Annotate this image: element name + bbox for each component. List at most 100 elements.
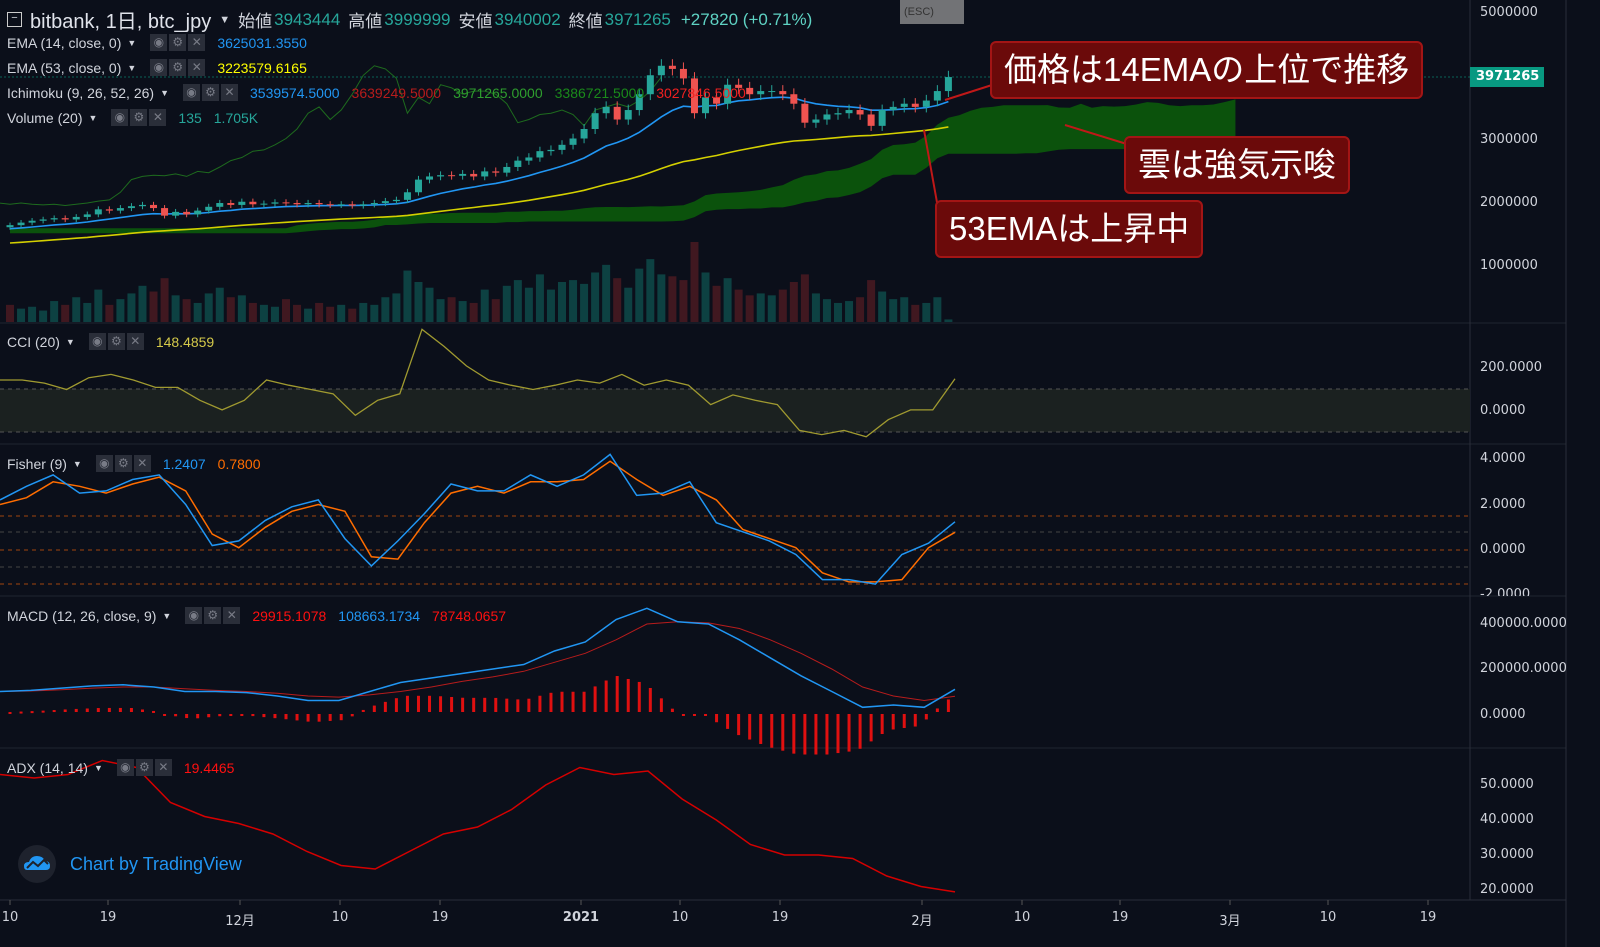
macd-histogram-bar xyxy=(626,678,630,712)
candle-body xyxy=(635,94,643,111)
time-tick-label: 3月 xyxy=(1219,914,1241,929)
macd-histogram-bar xyxy=(8,712,12,714)
legend-fisher[interactable]: Fisher (9) ▼ ◉ ⚙ ✕ 1.2407 0.7800 xyxy=(7,455,260,472)
eye-icon[interactable]: ◉ xyxy=(95,455,113,472)
volume-bar xyxy=(513,280,522,322)
gear-icon[interactable]: ⚙ xyxy=(130,109,148,126)
close-icon[interactable]: ✕ xyxy=(154,759,172,776)
eye-icon[interactable]: ◉ xyxy=(150,59,168,76)
close-icon[interactable]: ✕ xyxy=(126,333,144,350)
chevron-down-icon[interactable]: ▼ xyxy=(162,610,172,621)
time-tick-label: 10 xyxy=(331,910,349,925)
gear-icon[interactable]: ⚙ xyxy=(169,59,187,76)
gear-icon[interactable]: ⚙ xyxy=(202,84,219,101)
close-icon[interactable]: ✕ xyxy=(149,109,167,126)
legend-value: 78748.0657 xyxy=(432,607,507,624)
eye-icon[interactable]: ◉ xyxy=(116,759,134,776)
gear-icon[interactable]: ⚙ xyxy=(204,607,222,624)
volume-bar xyxy=(359,302,368,322)
tradingview-branding[interactable]: Chart by TradingView xyxy=(18,845,242,883)
eye-icon[interactable]: ◉ xyxy=(185,607,203,624)
close-icon[interactable]: ✕ xyxy=(188,59,206,76)
chevron-down-icon[interactable]: ▼ xyxy=(65,336,75,347)
adx-tick: 40.0000 xyxy=(1480,812,1534,827)
chevron-down-icon[interactable]: ▼ xyxy=(127,37,137,48)
candlesticks xyxy=(6,59,952,230)
eye-icon[interactable]: ◉ xyxy=(150,34,168,51)
time-tick-label: 12月 xyxy=(225,914,255,929)
volume-bar xyxy=(370,304,379,322)
macd-histogram-bar xyxy=(560,691,564,712)
candle-body xyxy=(889,106,897,111)
legend-macd[interactable]: MACD (12, 26, close, 9) ▼ ◉ ⚙ ✕ 29915.1078 108… xyxy=(7,607,506,624)
candle-body xyxy=(812,119,820,123)
macd-histogram-bar xyxy=(891,714,895,730)
indicator-lines xyxy=(0,328,956,893)
close-icon[interactable]: ✕ xyxy=(133,455,151,472)
candle-body xyxy=(392,199,400,202)
volume-bar xyxy=(712,285,721,322)
legend-ema53[interactable]: EMA (53, close, 0) ▼ ◉ ⚙ ✕ 3223579.6165 xyxy=(7,59,307,76)
symbol-name[interactable]: bitbank, 1日, btc_jpy xyxy=(30,11,212,33)
legend-adx[interactable]: ADX (14, 14) ▼ ◉ ⚙ ✕ 19.4465 xyxy=(7,759,234,776)
volume-bar xyxy=(480,289,489,322)
close-icon[interactable]: ✕ xyxy=(223,607,241,624)
chevron-down-icon[interactable]: ▼ xyxy=(127,62,137,73)
volume-bar xyxy=(392,293,401,322)
macd-histogram-bar xyxy=(174,714,178,717)
eye-icon[interactable]: ◉ xyxy=(88,333,106,350)
macd-histogram-bar xyxy=(472,697,476,712)
legend-ema14[interactable]: EMA (14, close, 0) ▼ ◉ ⚙ ✕ 3625031.3550 xyxy=(7,34,307,51)
legend-volume[interactable]: Volume (20) ▼ ◉ ⚙ ✕ 135 1.705K xyxy=(7,109,258,126)
macd-histogram-bar xyxy=(692,714,696,716)
candle-body xyxy=(757,91,765,95)
candle-body xyxy=(679,68,687,79)
macd-histogram-bar xyxy=(538,695,542,712)
candle-body xyxy=(127,206,135,209)
macd-histogram-bar xyxy=(615,676,619,712)
candle-body xyxy=(437,175,445,177)
candle-body xyxy=(503,166,511,173)
cci-line xyxy=(0,328,956,438)
time-tick-label: 10 xyxy=(1319,910,1337,925)
macd-histogram-bar xyxy=(207,714,211,718)
volume-bar xyxy=(215,287,224,322)
gear-icon[interactable]: ⚙ xyxy=(135,759,153,776)
legend-ichimoku[interactable]: Ichimoku (9, 26, 52, 26) ▼ ◉ ⚙ ✕ 3539574.500… xyxy=(7,84,746,101)
cci-band xyxy=(0,388,1470,433)
macd-histogram-bar xyxy=(394,698,398,712)
annotation-ema53-rising[interactable]: 53EMAは上昇中 xyxy=(935,200,1204,258)
chevron-down-icon[interactable]: ▼ xyxy=(72,458,82,469)
legend-cci[interactable]: CCI (20) ▼ ◉ ⚙ ✕ 148.4859 xyxy=(7,333,214,350)
time-tick-label: 19 xyxy=(1419,910,1437,925)
annotation-cloud-bullish[interactable]: 雲は強気示唆 xyxy=(1124,136,1350,194)
adx-tick: 30.0000 xyxy=(1480,847,1534,862)
volume-bar xyxy=(856,297,865,322)
eye-icon[interactable]: ◉ xyxy=(183,84,200,101)
candle-body xyxy=(657,65,665,76)
time-tick-label: 2月 xyxy=(911,914,933,929)
chevron-down-icon[interactable]: ▼ xyxy=(88,112,98,123)
volume-bar xyxy=(270,306,279,322)
macd-histogram-bar xyxy=(659,698,663,712)
eye-icon[interactable]: ◉ xyxy=(111,109,129,126)
candle-body xyxy=(161,208,169,216)
macd-histogram-bar xyxy=(196,714,200,719)
collapse-icon[interactable]: − xyxy=(7,12,22,27)
macd-histogram-bar xyxy=(869,714,873,742)
chevron-down-icon[interactable]: ▼ xyxy=(160,87,169,98)
macd-histogram-bar xyxy=(416,695,420,712)
adx-line xyxy=(0,759,956,893)
close-icon[interactable]: ✕ xyxy=(221,84,238,101)
chevron-down-icon[interactable]: ▼ xyxy=(219,13,231,26)
candle-body xyxy=(724,84,732,104)
chevron-down-icon[interactable]: ▼ xyxy=(93,762,103,773)
gear-icon[interactable]: ⚙ xyxy=(169,34,187,51)
volume-bar xyxy=(889,299,898,322)
gear-icon[interactable]: ⚙ xyxy=(114,455,132,472)
volume-bar xyxy=(602,264,611,322)
gear-icon[interactable]: ⚙ xyxy=(107,333,125,350)
annotation-price-above-ema14[interactable]: 価格は14EMAの上位で推移 xyxy=(990,41,1424,99)
close-icon[interactable]: ✕ xyxy=(188,34,206,51)
